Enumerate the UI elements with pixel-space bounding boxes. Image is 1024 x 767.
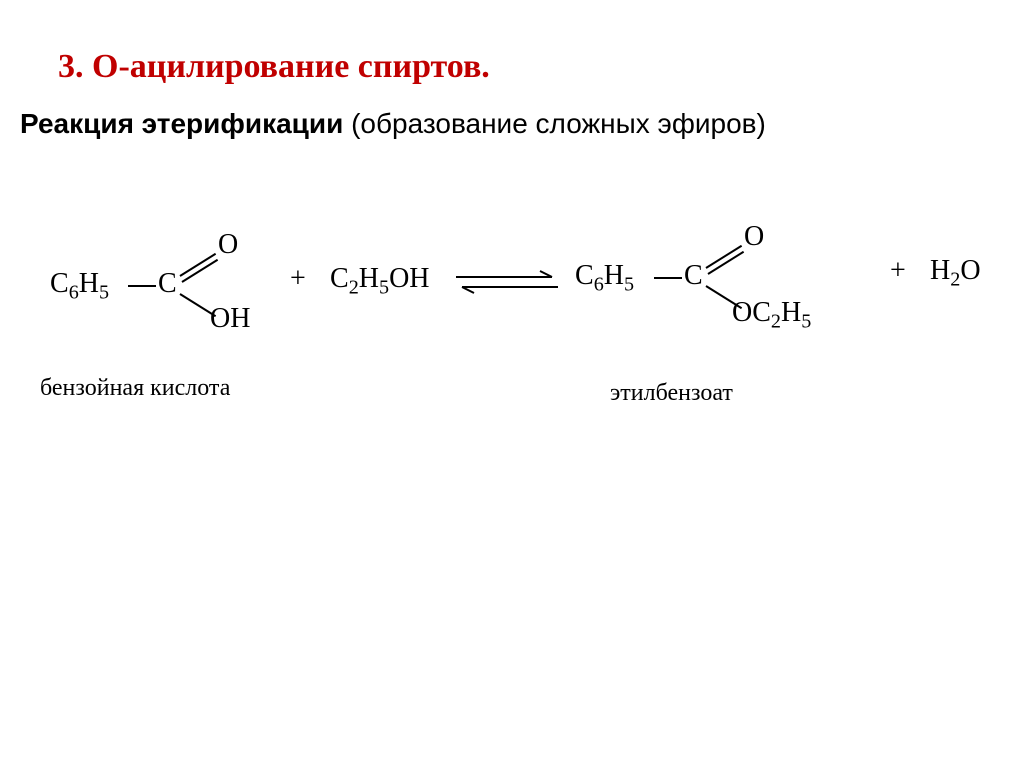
product1-label: этилбензоат [610,380,733,407]
subtitle-plain: (образование сложных эфиров) [343,108,766,139]
title-number: 3. [58,48,84,85]
reactant1-label: бензойная кислота [40,375,230,402]
equilibrium-arrow [452,267,562,297]
reaction-equation: C6H5 C O OH + C2H5OH C6H5 C O OC2H5 + H2… [40,215,1000,385]
plus-sign: + [290,263,306,295]
reactant1-oxo: O [218,229,238,261]
subtitle: Реакция этерификации (образование сложны… [20,108,766,140]
product1-carbon: C [684,260,703,292]
section-title: 3. О-ацилирование спиртов. [58,48,490,86]
reactant1-carbon: C [158,268,177,300]
product2-formula: H2O [930,255,981,292]
plus-sign: + [890,255,906,287]
title-text: О-ацилирование спиртов. [92,48,490,85]
reactant2-formula: C2H5OH [330,263,430,300]
reactant1-hydroxyl: OH [210,303,250,335]
product1-oxo: O [744,221,764,253]
bond [128,285,156,287]
subtitle-bold: Реакция этерификации [20,108,343,139]
bond [654,277,682,279]
product1-ester: OC2H5 [732,297,811,334]
product1-phenyl: C6H5 [575,260,634,297]
reactant1-phenyl: C6H5 [50,268,109,305]
